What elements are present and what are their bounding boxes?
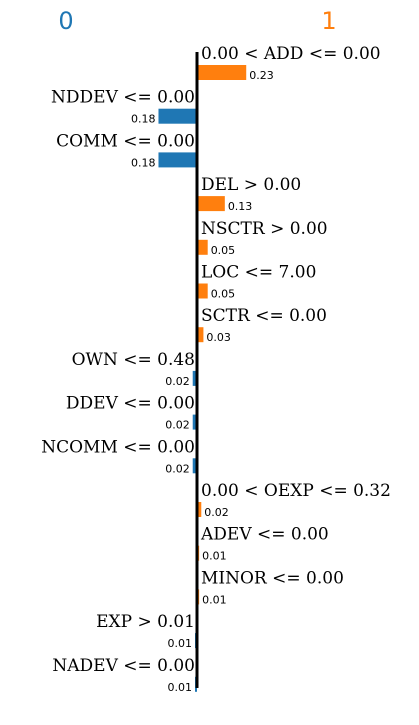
contribution-bar <box>158 152 197 168</box>
contribution-bar <box>197 327 204 343</box>
feature-label: 0.00 < ADD <= 0.00 <box>201 44 381 64</box>
value-label: 0.01 <box>168 681 193 694</box>
feature-label: COMM <= 0.00 <box>56 131 195 151</box>
feature-label: NCOMM <= 0.00 <box>41 437 195 457</box>
value-label: 0.18 <box>131 113 156 126</box>
contribution-bar <box>158 108 197 124</box>
feature-label: LOC <= 7.00 <box>201 263 316 283</box>
contribution-bar <box>197 239 208 255</box>
feature-label: EXP > 0.01 <box>96 612 195 632</box>
feature-label: MINOR <= 0.00 <box>201 568 344 588</box>
value-label: 0.03 <box>206 331 231 344</box>
feature-label: NSCTR > 0.00 <box>201 219 328 239</box>
contribution-bar <box>192 414 197 430</box>
contribution-bar <box>192 370 197 386</box>
contribution-bar <box>197 502 202 517</box>
class-label-positive: 1 <box>321 7 336 35</box>
value-label: 0.13 <box>228 200 253 213</box>
feature-label: SCTR <= 0.00 <box>201 306 327 326</box>
value-label: 0.05 <box>211 244 236 257</box>
contribution-bar <box>197 65 247 80</box>
value-label: 0.02 <box>165 419 190 432</box>
contribution-bar <box>197 196 225 212</box>
value-label: 0.01 <box>168 637 193 650</box>
value-label: 0.01 <box>202 593 227 606</box>
value-label: 0.23 <box>249 69 274 82</box>
feature-label: NADEV <= 0.00 <box>52 656 195 676</box>
value-label: 0.01 <box>202 550 227 563</box>
feature-label: DDEV <= 0.00 <box>66 394 195 414</box>
value-label: 0.02 <box>165 462 190 475</box>
feature-label: OWN <= 0.48 <box>72 350 195 370</box>
feature-label: DEL > 0.00 <box>201 175 301 195</box>
class-label-negative: 0 <box>58 7 73 35</box>
feature-label: NDDEV <= 0.00 <box>51 88 195 108</box>
value-label: 0.02 <box>204 506 229 519</box>
contribution-bar <box>192 458 197 474</box>
feature-rows: 0.00 < ADD <= 0.00 0.23 NDDEV <= 0.00 0.18 C… <box>41 44 391 694</box>
feature-label: 0.00 < OEXP <= 0.32 <box>201 481 391 501</box>
value-label: 0.05 <box>211 288 236 301</box>
contribution-bar <box>197 283 208 299</box>
feature-label: ADEV <= 0.00 <box>200 525 329 545</box>
value-label: 0.18 <box>131 156 156 169</box>
value-label: 0.02 <box>165 375 190 388</box>
